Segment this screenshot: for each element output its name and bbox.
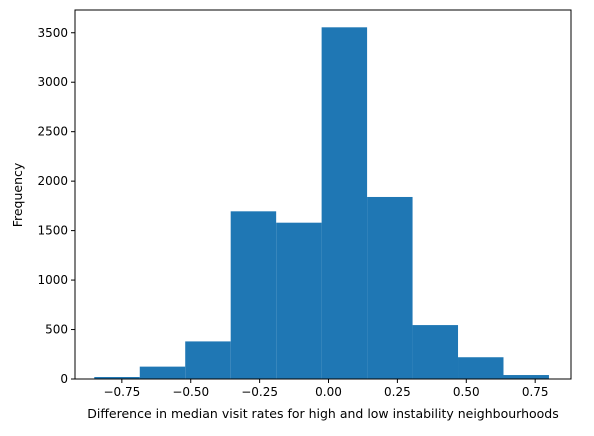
y-tick-label: 2000 bbox=[37, 174, 68, 188]
histogram-bar bbox=[412, 325, 459, 379]
x-tick-label: 0.75 bbox=[522, 385, 549, 399]
x-tick-label: 0.00 bbox=[315, 385, 342, 399]
x-tick-label: 0.50 bbox=[453, 385, 480, 399]
histogram-bar bbox=[367, 196, 413, 379]
y-tick-label: 0 bbox=[60, 372, 68, 386]
histogram-bar bbox=[139, 366, 186, 379]
x-tick-label: −0.75 bbox=[103, 385, 140, 399]
histogram-bar bbox=[185, 341, 231, 379]
y-tick-label: 2500 bbox=[37, 125, 68, 139]
x-tick-label: 0.25 bbox=[384, 385, 411, 399]
y-axis-label: Frequency bbox=[10, 162, 25, 227]
y-tick-label: 1500 bbox=[37, 224, 68, 238]
histogram-bar bbox=[503, 375, 549, 379]
y-tick-label: 3000 bbox=[37, 75, 68, 89]
y-tick-label: 3500 bbox=[37, 26, 68, 40]
bars-group bbox=[94, 27, 549, 380]
histogram-bar bbox=[276, 222, 322, 379]
y-ticks-group: 0 500 1000 1500 2000 2500 3000 3500 bbox=[37, 26, 75, 386]
y-tick-label: 1000 bbox=[37, 273, 68, 287]
histogram-bar bbox=[321, 27, 368, 380]
histogram-bar bbox=[94, 377, 140, 379]
x-axis-label: Difference in median visit rates for hig… bbox=[87, 406, 559, 421]
y-tick-label: 500 bbox=[45, 323, 68, 337]
x-tick-label: −0.50 bbox=[172, 385, 209, 399]
x-tick-label: −0.25 bbox=[241, 385, 278, 399]
x-ticks-group: −0.75 −0.50 −0.25 0.00 0.25 0.50 0.75 bbox=[103, 379, 549, 399]
histogram-bar bbox=[458, 357, 504, 379]
histogram-bar bbox=[230, 211, 277, 379]
axes-frame bbox=[74, 9, 572, 380]
